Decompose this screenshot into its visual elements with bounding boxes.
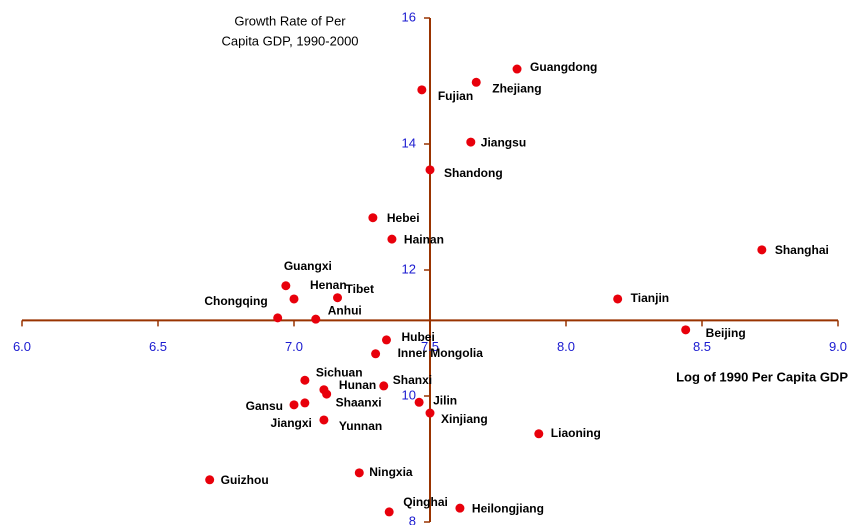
point-label: Shanxi [393, 373, 432, 387]
point-label: Shanghai [775, 243, 829, 257]
point-label: Zhejiang [492, 81, 541, 95]
point [466, 137, 476, 147]
point-label: Shandong [444, 166, 503, 180]
point [417, 85, 427, 95]
point-label: Gansu [246, 399, 283, 413]
x-tick-label: 8.0 [557, 339, 575, 354]
point [289, 294, 299, 304]
point-label: Liaoning [551, 426, 601, 440]
point-label: Hebei [387, 211, 420, 225]
x-axis-title: Log of 1990 Per Capita GDP [676, 369, 848, 384]
point [381, 335, 391, 345]
point-label: Qinghai [403, 495, 448, 509]
x-tick-label: 7.0 [285, 339, 303, 354]
point [379, 381, 389, 391]
point [273, 313, 283, 323]
y-tick-label: 12 [402, 261, 416, 276]
point-label: Chongqing [204, 294, 267, 308]
point-label: Heilongjiang [472, 501, 544, 515]
y-tick-label: 10 [402, 387, 416, 402]
point [289, 400, 299, 410]
point [387, 234, 397, 244]
point-label: Inner Mongolia [398, 346, 484, 360]
x-tick-label: 6.5 [149, 339, 167, 354]
point-label: Fujian [438, 89, 473, 103]
point-label: Guangxi [284, 259, 332, 273]
point [319, 415, 329, 425]
x-tick-label: 6.0 [13, 339, 31, 354]
point-label: Sichuan [316, 365, 363, 379]
point [425, 408, 435, 418]
point-label: Tianjin [631, 291, 669, 305]
point [354, 468, 364, 478]
point-label: Jiangxi [271, 416, 312, 430]
x-tick-label: 9.0 [829, 339, 847, 354]
point [322, 389, 332, 399]
point-label: Shaanxi [336, 395, 382, 409]
point-label: Beijing [706, 326, 746, 340]
point-label: Tibet [346, 282, 374, 296]
point [368, 213, 378, 223]
point-label: Guangdong [530, 60, 597, 74]
point-label: Yunnan [339, 419, 382, 433]
point [333, 293, 343, 303]
y-tick-label: 16 [402, 9, 416, 24]
point [300, 375, 310, 385]
point-label: Xinjiang [441, 412, 488, 426]
point [471, 77, 481, 87]
point [512, 64, 522, 74]
point [613, 294, 623, 304]
point [757, 245, 767, 255]
point [534, 429, 544, 439]
point [300, 398, 310, 408]
point-label: Jilin [433, 393, 457, 407]
point [425, 165, 435, 175]
x-tick-label: 8.5 [693, 339, 711, 354]
x-tick-label: 7.5 [421, 339, 439, 354]
chart-title: Growth Rate of Per [234, 13, 346, 28]
y-tick-label: 8 [409, 513, 416, 525]
point [281, 281, 291, 291]
point [384, 507, 394, 517]
point-label: Hunan [339, 378, 376, 392]
point [455, 503, 465, 513]
y-tick-label: 14 [402, 135, 416, 150]
point-label: Guizhou [221, 473, 269, 487]
point-label: Hainan [404, 232, 444, 246]
point [311, 314, 321, 324]
point [205, 475, 215, 485]
point-label: Anhui [328, 303, 362, 317]
point [414, 397, 424, 407]
point-label: Hubei [401, 330, 434, 344]
point-label: Jiangsu [481, 135, 526, 149]
point [681, 325, 691, 335]
point [371, 349, 381, 359]
point-label: Henan [310, 278, 347, 292]
point-label: Ningxia [369, 465, 413, 479]
chart-title: Capita GDP, 1990-2000 [221, 33, 358, 48]
